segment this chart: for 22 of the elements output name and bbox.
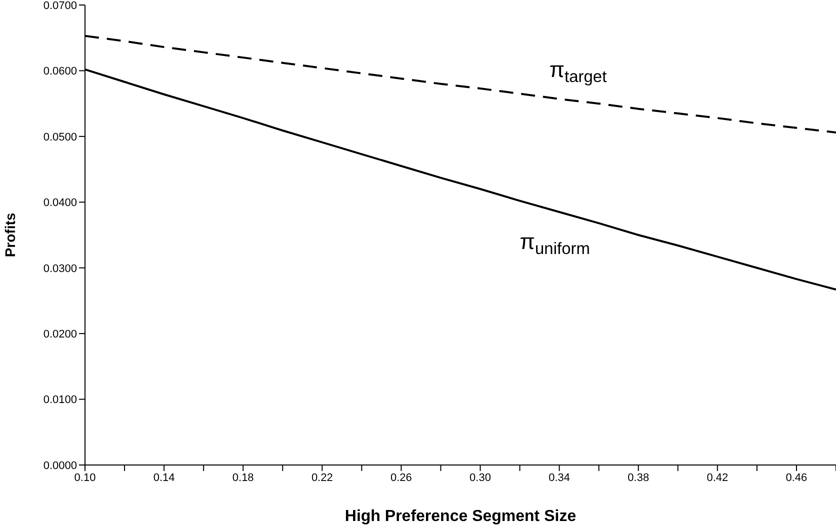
x-tick-label: 0.18 [232, 472, 254, 484]
x-tick-label: 0.34 [548, 472, 570, 484]
x-tick-label: 0.10 [74, 472, 96, 484]
y-tick-label: 0.0400 [43, 197, 77, 210]
x-tick-label: 0.38 [628, 472, 650, 484]
y-tick-label: 0.0000 [43, 460, 77, 472]
y-tick-label: 0.0500 [43, 131, 77, 144]
x-axis-title: High Preference Segment Size [344, 508, 576, 525]
y-tick-label: 0.0100 [43, 394, 77, 406]
x-tick-label: 0.30 [470, 472, 491, 484]
y-tick-label: 0.0200 [43, 328, 77, 340]
series-label: π$_{uniform}$ [520, 228, 590, 258]
x-tick-label: 0.26 [390, 472, 412, 484]
series-label: π$_{target}$ [549, 56, 608, 86]
y-tick-label: 0.0300 [43, 262, 77, 275]
x-tick-label: 0.14 [153, 472, 175, 484]
x-tick-label: 0.46 [786, 472, 808, 484]
y-axis-title: Profits [2, 212, 18, 258]
x-tick-label: 0.42 [706, 472, 728, 484]
x-tick-label: 0.22 [311, 472, 333, 484]
y-tick-label: 0.0700 [43, 0, 77, 12]
y-tick-label: 0.0600 [43, 66, 77, 78]
